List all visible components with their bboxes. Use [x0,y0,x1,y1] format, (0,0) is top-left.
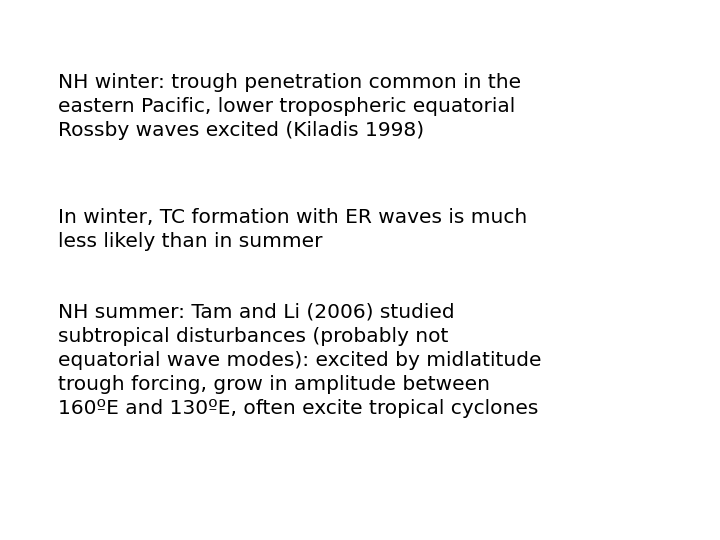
Text: In winter, TC formation with ER waves is much
less likely than in summer: In winter, TC formation with ER waves is… [58,208,527,251]
Text: NH summer: Tam and Li (2006) studied
subtropical disturbances (probably not
equa: NH summer: Tam and Li (2006) studied sub… [58,302,541,418]
Text: NH winter: trough penetration common in the
eastern Pacific, lower tropospheric : NH winter: trough penetration common in … [58,73,521,140]
